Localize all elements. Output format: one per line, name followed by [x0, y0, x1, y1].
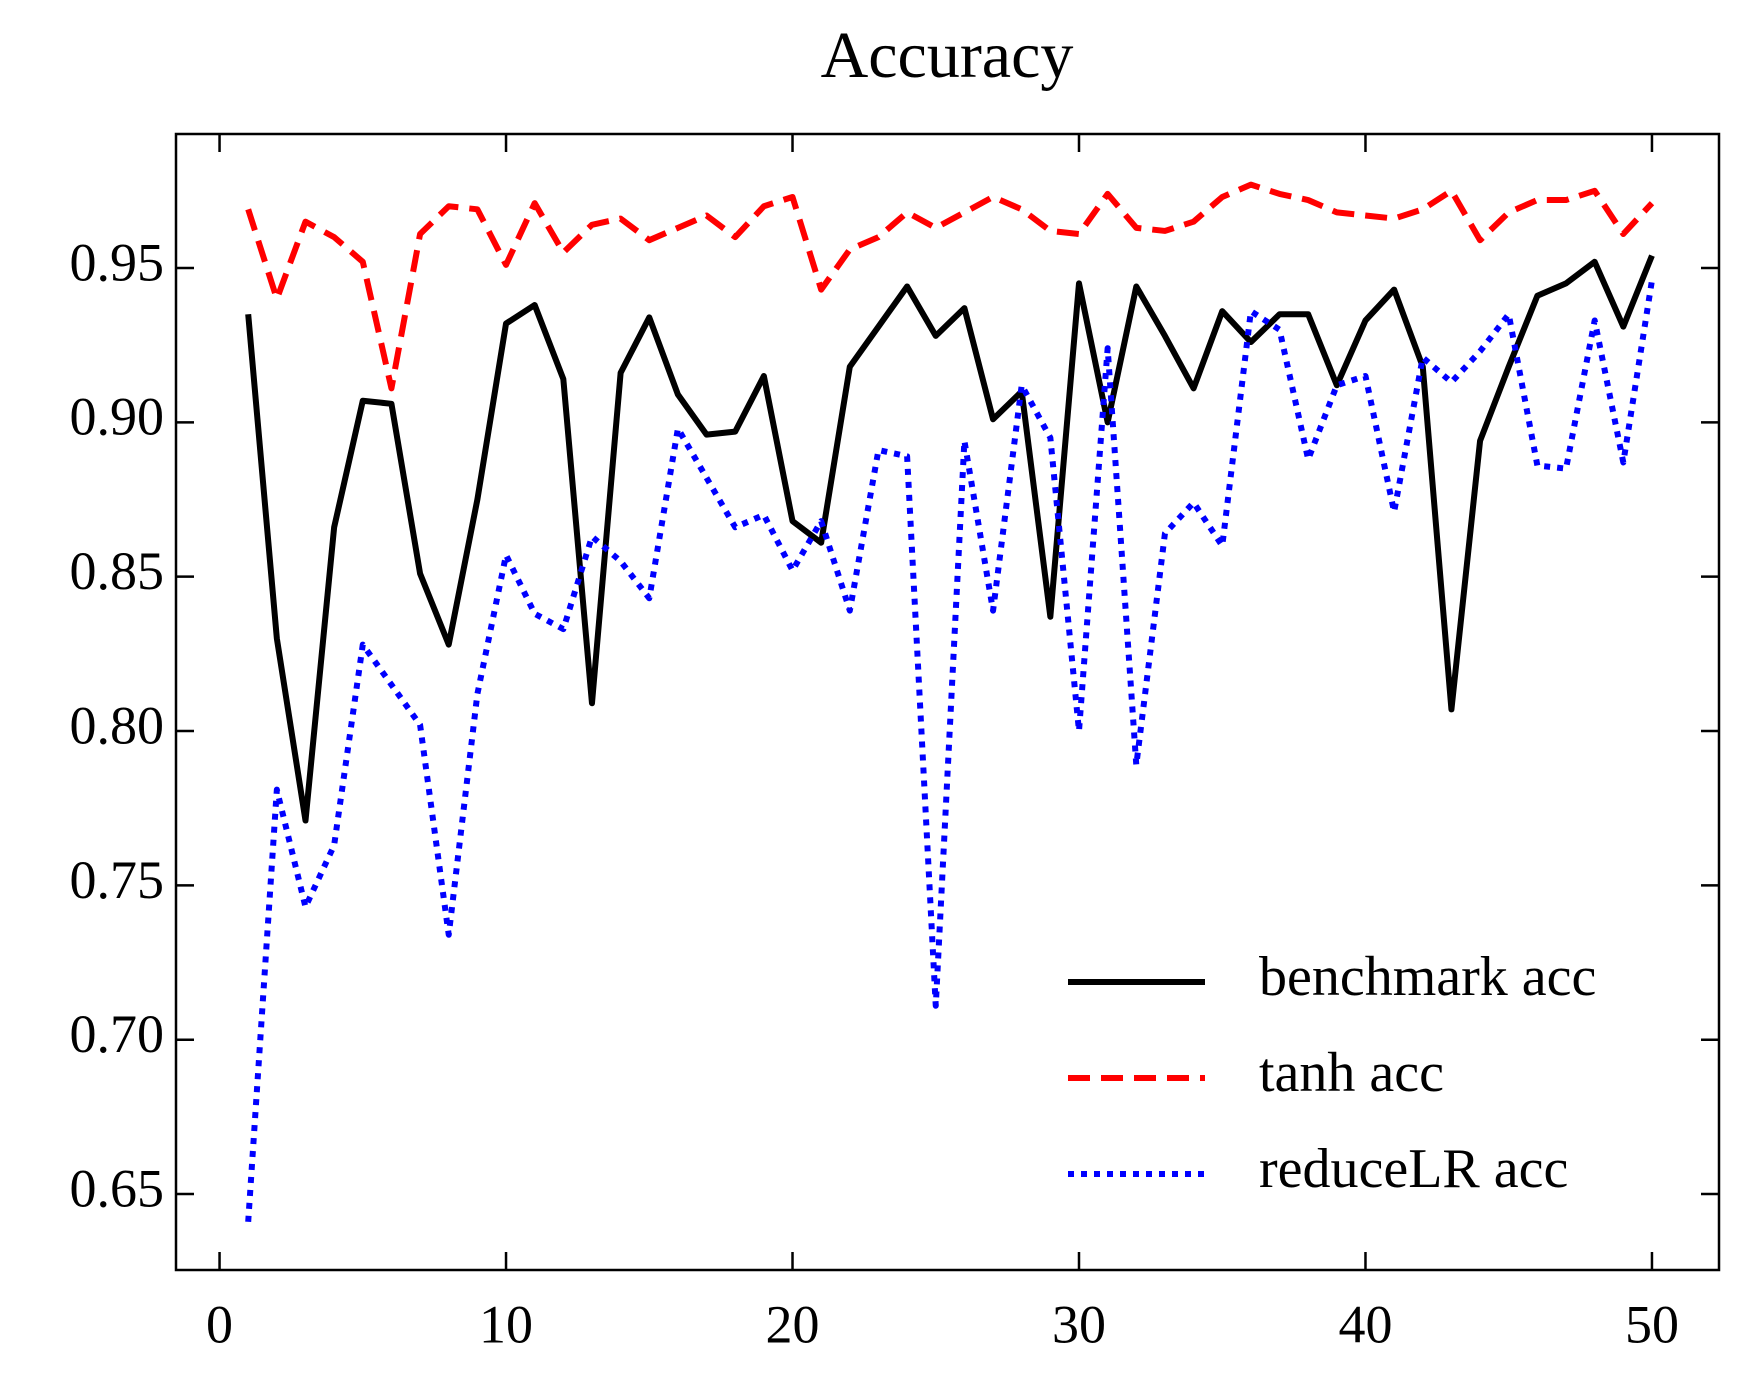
y-tick-label: 0.80 — [70, 695, 165, 755]
y-tick-label: 0.85 — [70, 541, 165, 601]
x-tick-label: 10 — [479, 1294, 533, 1354]
x-tick-label: 30 — [1052, 1294, 1106, 1354]
legend-label: tanh acc — [1259, 1042, 1444, 1104]
x-tick-label: 40 — [1338, 1294, 1392, 1354]
y-tick-label: 0.70 — [70, 1004, 165, 1064]
x-tick-label: 0 — [206, 1294, 233, 1354]
x-tick-label: 20 — [766, 1294, 820, 1354]
y-tick-label: 0.90 — [70, 387, 165, 447]
plot-frame — [174, 132, 1721, 1272]
x-tick-label: 50 — [1625, 1294, 1679, 1354]
series-line — [245, 254, 1655, 824]
series-line — [245, 181, 1655, 392]
y-tick-label: 0.95 — [70, 232, 165, 292]
chart-title: Accuracy — [821, 19, 1074, 92]
y-tick-label: 0.65 — [70, 1158, 165, 1218]
legend-label: benchmark acc — [1259, 946, 1596, 1008]
y-tick-label: 0.75 — [70, 850, 165, 910]
series-line — [245, 279, 1655, 1223]
legend-label: reduceLR acc — [1259, 1138, 1568, 1200]
